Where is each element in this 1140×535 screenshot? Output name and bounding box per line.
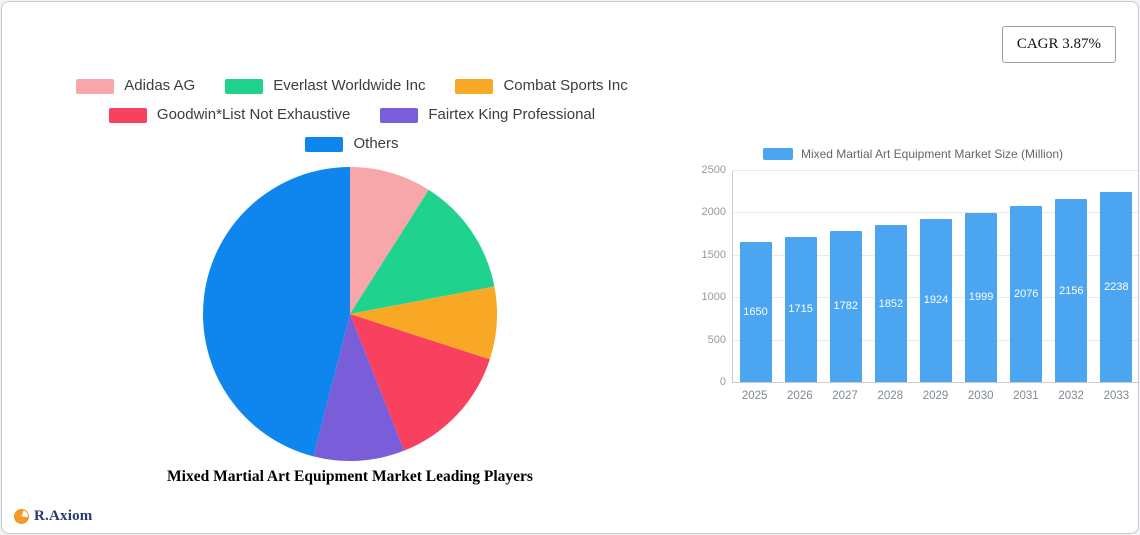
pie-slice-4 (313, 314, 405, 461)
x-tick-label: 2033 (1103, 390, 1130, 402)
x-tick-label: 2030 (967, 390, 994, 402)
pie-chart (203, 167, 497, 461)
pie-slice-1 (350, 189, 495, 314)
bar-column-2033: 2238 (1094, 171, 1138, 382)
bar-column-2029: 1924 (913, 171, 958, 382)
y-tick-label: 0 (719, 376, 726, 388)
y-tick-label: 1500 (701, 248, 726, 261)
bar-plot-wrap: 0 500 1000 1500 2000 2500 1650 1715 1782 1852 1924… (687, 164, 1138, 388)
y-tick-label: 2500 (701, 164, 726, 176)
bar-x-axis: 2025 2026 2027 2028 2029 2030 2031 2032 2033 (687, 390, 1138, 402)
pie-legend: Adidas AG Everlast Worldwide Inc Combat Sp… (42, 78, 662, 165)
bar-plot-area: 0 500 1000 1500 2000 2500 1650 1715 1782 1852 1924… (702, 164, 1138, 388)
legend-swatch (108, 107, 147, 123)
y-tick-label: 1000 (701, 291, 726, 304)
bar-2033: 2238 (1100, 192, 1133, 382)
legend-swatch (76, 78, 115, 94)
bar-2027: 1782 (829, 230, 862, 382)
pie-chart-title: Mixed Martial Art Equipment Market Leadi… (167, 468, 533, 485)
bar-value-label: 2238 (1104, 281, 1129, 294)
bar-column-2027: 1782 (823, 171, 868, 382)
bar-column-2031: 2076 (1004, 171, 1049, 382)
legend-item-0[interactable]: Adidas AG (76, 78, 195, 94)
pie-slice-3 (350, 314, 490, 451)
brand-name: R.Axiom (34, 508, 93, 524)
gridline (733, 170, 1138, 171)
bar-2025: 1650 (739, 242, 772, 382)
bar-value-label: 1782 (833, 300, 858, 313)
legend-item-3[interactable]: Goodwin*List Not Exhaustive (108, 106, 351, 123)
bar-legend-swatch (762, 148, 793, 160)
brand-logo: R.Axiom (14, 508, 92, 525)
x-tick-label: 2026 (787, 390, 813, 402)
x-tick-label: 2028 (877, 390, 904, 402)
legend-label: Adidas AG (124, 77, 196, 94)
x-tick-label: 2025 (741, 390, 768, 402)
legend-row: Adidas AG Everlast Worldwide Inc Combat Sp… (42, 78, 662, 94)
legend-row: Goodwin*List Not Exhaustive Fairtex King … (42, 107, 662, 123)
legend-item-5[interactable]: Others (305, 135, 399, 152)
x-tick-label: 2029 (922, 390, 949, 402)
legend-swatch (305, 136, 344, 152)
brand-icon (14, 509, 29, 524)
legend-row: Others (42, 136, 662, 152)
y-tick-label: 2000 (701, 206, 726, 219)
legend-swatch (225, 78, 264, 94)
bar-column-2032: 2156 (1049, 171, 1094, 382)
bar-value-label: 1924 (923, 294, 949, 307)
bar-2026: 1715 (784, 236, 817, 382)
bar-value-label: 2156 (1059, 284, 1084, 297)
y-tick-label: 500 (707, 333, 726, 346)
legend-item-2[interactable]: Combat Sports Inc (455, 77, 628, 94)
pie-slice-5 (203, 167, 350, 457)
bar-2029: 1924 (919, 218, 952, 382)
bar-2028: 1852 (874, 225, 907, 382)
bar-value-label: 1715 (788, 303, 813, 316)
bar-column-2030: 1999 (959, 171, 1004, 382)
bar-legend[interactable]: Mixed Martial Art Equipment Market Size … (687, 147, 1138, 161)
legend-label: Everlast Worldwide Inc (273, 77, 426, 94)
legend-label: Combat Sports Inc (503, 77, 628, 94)
bar-column-2028: 1852 (868, 171, 913, 382)
legend-label: Goodwin*List Not Exhaustive (156, 106, 351, 123)
bar-legend-label: Mixed Martial Art Equipment Market Size … (800, 147, 1064, 161)
pie-slice-0 (350, 167, 429, 314)
cagr-badge: CAGR 3.87% (1001, 26, 1116, 63)
bar-value-label: 1999 (968, 291, 994, 304)
gridline (733, 212, 1138, 214)
bar-column-2025: 1650 (733, 171, 778, 382)
bar-value-label: 2076 (1013, 288, 1039, 300)
x-tick-label: 2031 (1013, 390, 1039, 402)
bar-2030: 1999 (965, 212, 998, 382)
legend-swatch (455, 78, 494, 94)
bar-value-label: 1852 (878, 297, 904, 310)
legend-item-4[interactable]: Fairtex King Professional (380, 107, 595, 123)
bar-2031: 2076 (1010, 206, 1043, 382)
bar-value-label: 1650 (743, 306, 768, 319)
legend-label: Fairtex King Professional (428, 106, 596, 123)
x-tick-label: 2027 (832, 390, 858, 402)
bar-column-2026: 1715 (778, 171, 823, 382)
x-tick-label: 2032 (1058, 390, 1084, 402)
legend-label: Others (353, 135, 399, 152)
bar-2032: 2156 (1055, 199, 1088, 382)
bar-chart-section: Mixed Martial Art Equipment Market Size … (687, 147, 1138, 402)
pie-slice-2 (350, 286, 497, 360)
legend-swatch (380, 107, 419, 123)
legend-item-1[interactable]: Everlast Worldwide Inc (225, 78, 425, 94)
